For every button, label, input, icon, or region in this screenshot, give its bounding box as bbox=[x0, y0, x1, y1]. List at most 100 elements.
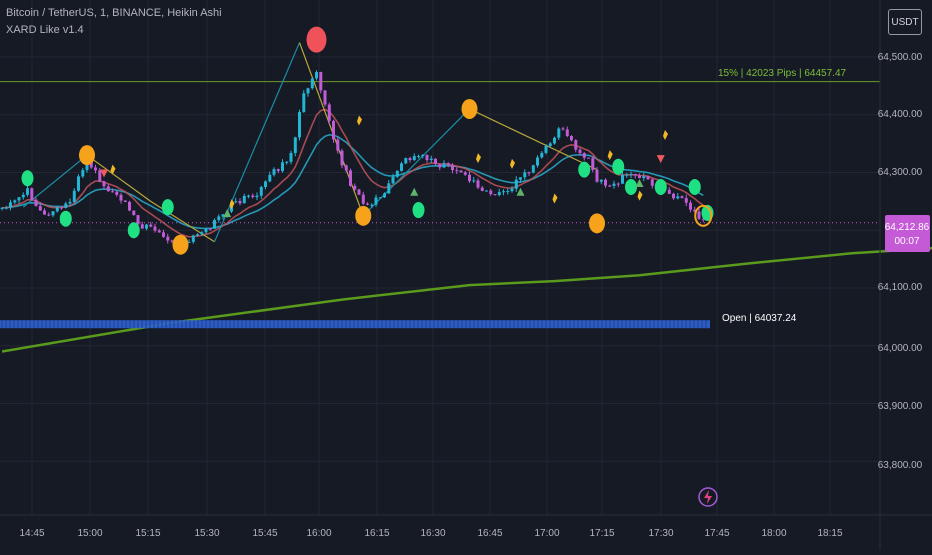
candle-body bbox=[417, 156, 420, 158]
candle-body bbox=[276, 169, 280, 171]
indicator-lines bbox=[0, 42, 932, 353]
candle-body bbox=[298, 112, 301, 138]
candle-body bbox=[680, 196, 684, 199]
candle-body bbox=[531, 165, 535, 173]
price-label-63800: 63,800.00 bbox=[878, 460, 923, 471]
candle-body bbox=[217, 216, 221, 221]
candle-body bbox=[582, 153, 586, 158]
time-label-1445: 14:45 bbox=[19, 528, 44, 539]
flag-marker bbox=[110, 164, 116, 175]
candle-body bbox=[446, 163, 450, 166]
candle-body bbox=[332, 120, 335, 140]
candle-body bbox=[408, 158, 412, 160]
price-tag-bg bbox=[885, 215, 930, 252]
flag-marker bbox=[357, 115, 362, 126]
candle-body bbox=[128, 201, 131, 211]
down-triangle bbox=[656, 155, 665, 164]
target-label: 15% | 42023 Pips | 64457.47 bbox=[718, 68, 847, 79]
signal-circle bbox=[578, 161, 591, 178]
candle-body bbox=[319, 72, 323, 91]
candle-body bbox=[646, 176, 650, 180]
candle-body bbox=[434, 158, 437, 164]
candle-body bbox=[548, 143, 552, 146]
candle-body bbox=[344, 165, 348, 171]
signal-circle bbox=[127, 222, 140, 239]
candle-body bbox=[293, 137, 297, 153]
grid bbox=[0, 0, 880, 515]
candle-body bbox=[98, 170, 102, 182]
candle-body bbox=[26, 188, 29, 195]
candle-body bbox=[608, 185, 612, 187]
candle-body bbox=[412, 156, 416, 160]
indicator-title: XARD Like v1.4 bbox=[6, 24, 84, 36]
candle-body bbox=[489, 190, 493, 195]
candle-body bbox=[561, 128, 565, 130]
candle-body bbox=[123, 200, 127, 202]
countdown: 00:07 bbox=[894, 236, 919, 247]
time-label-1515: 15:15 bbox=[135, 528, 160, 539]
signal-circle bbox=[59, 210, 72, 227]
candle-body bbox=[459, 170, 463, 173]
candle-body bbox=[204, 228, 208, 233]
candle-body bbox=[570, 136, 573, 141]
candle-body bbox=[429, 158, 433, 160]
time-label-1530: 15:30 bbox=[194, 528, 219, 539]
candle-body bbox=[111, 191, 114, 193]
zigzag-segment bbox=[213, 42, 301, 243]
candle-body bbox=[553, 137, 556, 144]
candle-body bbox=[621, 174, 624, 184]
time-label-1745: 17:45 bbox=[704, 528, 729, 539]
candle-body bbox=[106, 186, 110, 192]
candle-body bbox=[629, 174, 633, 176]
candle-body bbox=[383, 193, 386, 198]
candle-body bbox=[81, 170, 85, 177]
candle-body bbox=[578, 149, 582, 154]
candle-body bbox=[455, 170, 459, 172]
candle-body bbox=[693, 209, 697, 212]
candle-body bbox=[187, 241, 191, 243]
currency-button[interactable]: USDT bbox=[888, 9, 922, 35]
time-label-1700: 17:00 bbox=[534, 528, 559, 539]
candle-body bbox=[145, 224, 148, 229]
candle-body bbox=[676, 196, 680, 199]
candle-body bbox=[595, 169, 599, 182]
candle-body bbox=[527, 172, 531, 174]
signal-circle bbox=[612, 158, 625, 175]
candle-body bbox=[17, 197, 21, 201]
flag-marker bbox=[607, 150, 613, 161]
candle-body bbox=[370, 204, 374, 206]
pivot-low-marker bbox=[355, 205, 372, 226]
replay-circle bbox=[698, 487, 718, 507]
pivot-low-marker bbox=[172, 234, 189, 255]
time-label-1600: 16:00 bbox=[306, 528, 331, 539]
flag-marker bbox=[476, 153, 481, 164]
candle-body bbox=[340, 150, 344, 166]
candle-body bbox=[565, 129, 569, 136]
candle-body bbox=[612, 183, 616, 186]
candle-body bbox=[353, 185, 357, 190]
time-label-1800: 18:00 bbox=[761, 528, 786, 539]
pivot-high-marker bbox=[461, 98, 478, 119]
candle-body bbox=[285, 161, 289, 163]
candle-body bbox=[633, 174, 637, 176]
candle-body bbox=[119, 194, 123, 201]
candle-body bbox=[514, 179, 518, 189]
candle-body bbox=[476, 180, 480, 188]
candle-body bbox=[544, 146, 548, 153]
candle-body bbox=[200, 232, 204, 235]
candle-body bbox=[689, 202, 692, 210]
candle-body bbox=[442, 163, 446, 168]
candle-body bbox=[591, 158, 595, 170]
candle-body bbox=[506, 191, 510, 193]
price-label-64500: 64,500.00 bbox=[878, 52, 923, 63]
ema-fast-line bbox=[1, 108, 704, 238]
lightning-icon bbox=[704, 490, 712, 504]
candle-body bbox=[302, 93, 306, 112]
candle-body bbox=[268, 174, 272, 182]
replay-button[interactable] bbox=[698, 487, 718, 507]
candle-body bbox=[400, 163, 403, 171]
time-label-1630: 16:30 bbox=[420, 528, 445, 539]
